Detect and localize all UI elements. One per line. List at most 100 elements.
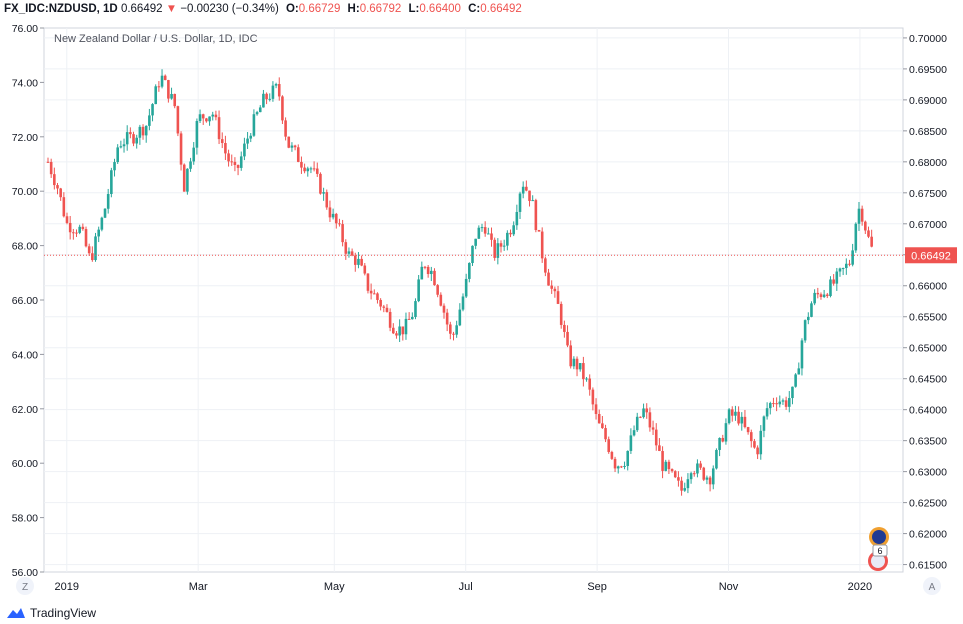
candle-body: [239, 156, 243, 168]
left-tick-label: 56.00: [12, 567, 38, 579]
high-label: H:: [347, 3, 360, 15]
candle-body: [430, 270, 433, 275]
candle-body: [775, 403, 778, 405]
candle-body: [94, 236, 97, 261]
candle-body: [708, 477, 712, 485]
candle-body: [376, 293, 379, 300]
candle-body: [518, 193, 522, 212]
candle-body: [857, 208, 861, 224]
price-change: −0.00230 (−0.34%): [180, 3, 279, 15]
candlestick-series: [46, 69, 873, 496]
svg-text:A: A: [929, 582, 936, 593]
last-price-label-text: 0.66492: [911, 250, 951, 262]
candle-body: [192, 147, 196, 162]
candle-body: [217, 117, 221, 140]
candle-body: [468, 263, 471, 279]
left-tick-label: 62.00: [12, 404, 38, 416]
candle-body: [490, 233, 493, 240]
candle-body: [759, 430, 763, 455]
candle-body: [138, 126, 142, 138]
left-tick-label: 72.00: [12, 132, 38, 144]
candle-body: [787, 398, 791, 407]
candle-body: [205, 118, 208, 122]
candle-body: [683, 488, 687, 491]
candle-body: [281, 96, 284, 121]
candle-body: [135, 137, 139, 144]
svg-text:Z: Z: [22, 582, 28, 593]
candle-body: [290, 145, 294, 148]
candle-body: [433, 270, 436, 286]
candle-body: [372, 293, 376, 295]
candle-body: [632, 430, 636, 436]
candle-body: [740, 416, 744, 424]
candle-body: [768, 403, 772, 409]
tradingview-brand: TradingView: [30, 606, 97, 620]
open-label: O:: [285, 3, 299, 15]
auto-scale-button[interactable]: A: [923, 577, 941, 595]
right-tick-label: 0.65000: [909, 343, 947, 355]
event-count-badge: 6: [872, 544, 888, 557]
candle-body: [525, 186, 528, 191]
candle-body: [471, 245, 474, 264]
candle-body: [78, 226, 81, 233]
right-tick-label: 0.63500: [909, 436, 947, 448]
nz-flag-icon[interactable]: [869, 527, 889, 547]
candle-body: [106, 194, 110, 209]
candle-body: [664, 461, 668, 471]
candle-body: [148, 115, 151, 126]
candle-body: [455, 325, 458, 335]
candle-body: [392, 327, 395, 334]
left-scale-button[interactable]: Z: [16, 577, 34, 595]
candle-body: [236, 165, 240, 168]
x-tick-label: 2020: [848, 581, 872, 593]
candle-body: [575, 358, 579, 370]
candle-body: [198, 114, 202, 122]
candle-body: [502, 245, 506, 247]
candle-body: [258, 107, 262, 113]
candle-body: [119, 146, 123, 148]
candle-body: [803, 320, 807, 341]
candle-body: [350, 251, 354, 256]
price-chart[interactable]: 76.00 74.00 72.00 70.00 68.00 66.00 64.00 62.00…: [0, 0, 963, 604]
left-axis[interactable]: 76.00 74.00 72.00 70.00 68.00 66.00 64.00 62.00…: [12, 23, 44, 579]
candle-body: [648, 412, 652, 428]
candle-body: [100, 217, 104, 230]
candle-body: [639, 416, 642, 418]
candle-body: [195, 121, 199, 148]
time-axis[interactable]: 2019 Mar May Jul Sep Nov 2020: [55, 581, 873, 593]
candle-body: [319, 173, 322, 194]
candle-body: [284, 120, 287, 137]
candle-body: [129, 132, 132, 135]
right-axis[interactable]: 0.70000 0.69500 0.69000 0.68500 0.68000 0.675…: [903, 33, 947, 572]
candle-body: [182, 164, 186, 192]
high-value: 0.66792: [359, 3, 402, 15]
tradingview-watermark[interactable]: TradingView: [6, 604, 96, 622]
plot-area[interactable]: [43, 27, 904, 573]
x-tick-label: Nov: [719, 581, 739, 593]
candle-body: [84, 229, 88, 247]
candle-body: [322, 192, 325, 194]
candle-body: [157, 86, 161, 88]
candle-body: [569, 345, 573, 367]
candle-body: [246, 138, 249, 144]
candle-body: [458, 309, 462, 326]
candle-body: [293, 145, 297, 148]
candle-body: [75, 232, 78, 234]
right-tick-label: 0.67000: [909, 219, 947, 231]
candle-body: [423, 266, 427, 268]
candle-body: [347, 251, 351, 254]
right-tick-label: 0.70000: [909, 33, 947, 45]
candle-body: [867, 230, 870, 237]
candle-body: [477, 227, 481, 239]
candle-body: [265, 93, 268, 100]
right-tick-label: 0.69000: [909, 95, 947, 107]
candle-body: [341, 224, 344, 243]
candle-body: [512, 225, 515, 235]
candle-body: [338, 223, 341, 225]
candle-body: [186, 168, 189, 192]
candle-body: [167, 80, 170, 99]
candle-body: [87, 246, 91, 254]
candle-body: [103, 208, 107, 218]
candle-body: [826, 294, 829, 297]
symbol-name[interactable]: FX_IDC:NZDUSD, 1D: [4, 3, 118, 15]
